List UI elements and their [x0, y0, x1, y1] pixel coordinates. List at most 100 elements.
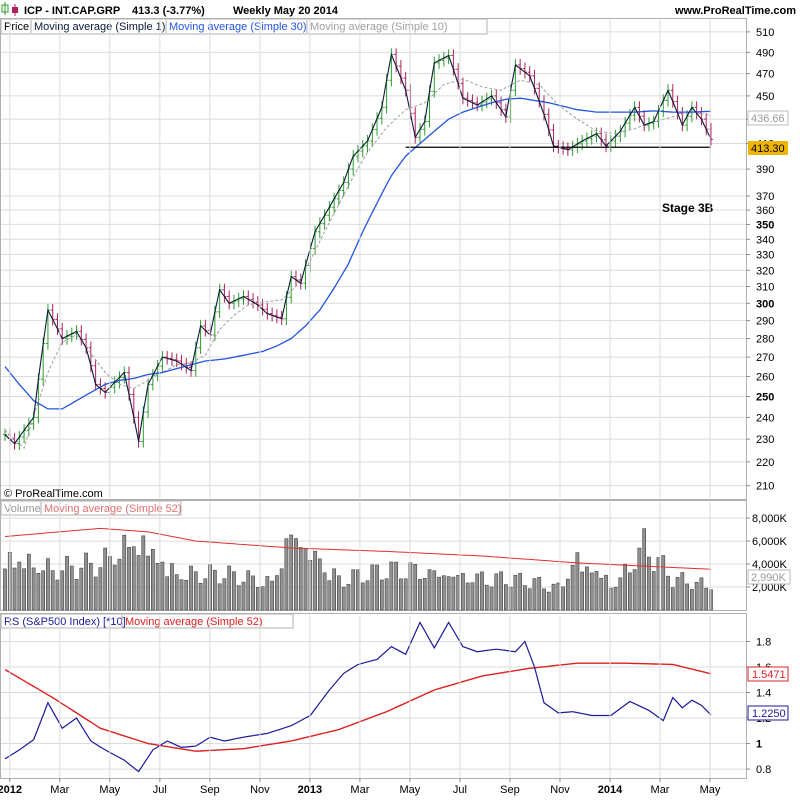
volume-last-value: 2,990K	[751, 572, 787, 584]
volume-bar	[480, 571, 484, 611]
volume-bar	[112, 564, 117, 611]
volume-bar	[537, 576, 542, 611]
volume-bar	[589, 572, 594, 611]
volume-bar	[532, 578, 537, 611]
volume-bar	[360, 582, 365, 611]
x-tick-label: Nov	[250, 784, 270, 796]
volume-bar	[122, 534, 127, 611]
x-tick-label: 2012	[0, 784, 22, 796]
volume-bar	[580, 571, 585, 611]
price-legend-box	[0, 18, 488, 35]
volume-bar	[193, 571, 198, 611]
volume-bar	[594, 571, 599, 611]
legend-ma30: Moving average (Simple 30)	[169, 21, 307, 33]
volume-tick-label: 2,000K	[752, 582, 788, 594]
volume-bar	[642, 528, 647, 611]
volume-bar	[670, 587, 675, 611]
x-tick-label: 2013	[298, 784, 322, 796]
volume-bar	[470, 582, 475, 611]
volume-bar	[675, 577, 680, 611]
x-tick-label: Mar	[350, 784, 369, 796]
volume-bar	[65, 556, 69, 611]
rs-tick-label: 1	[756, 739, 762, 751]
volume-bar	[12, 567, 17, 611]
volume-ma52-line	[4, 527, 712, 570]
volume-bar	[265, 576, 270, 611]
x-tick-label: 2014	[598, 784, 623, 796]
volume-bar	[461, 573, 465, 611]
volume-tick-label: 6,000K	[752, 536, 788, 548]
rs-legend-box	[0, 613, 294, 629]
volume-bar	[647, 556, 651, 611]
volume-bar	[217, 583, 222, 611]
volume-bar	[141, 535, 146, 611]
volume-bar	[685, 583, 689, 611]
volume-bar	[246, 570, 251, 611]
volume-bar	[542, 588, 546, 611]
volume-bar	[704, 587, 709, 611]
volume-bar	[508, 586, 513, 611]
volume-bar	[465, 582, 470, 611]
volume-bar	[413, 564, 418, 611]
volume-bar	[260, 586, 265, 611]
volume-bar	[155, 563, 160, 611]
volume-bar	[41, 570, 46, 611]
volume-bar	[213, 569, 217, 611]
x-axis: 2012 Mar May Jul Sep Nov 2013 Mar May Jul Sep Nov 20…	[0, 20, 721, 796]
volume-bar	[456, 574, 460, 611]
header-period: Weekly May 20 2014	[233, 5, 339, 17]
volume-bar	[346, 584, 351, 611]
volume-bar	[184, 580, 189, 611]
volume-bar	[236, 585, 241, 611]
rs-ma-value-tag	[747, 666, 789, 682]
volume-bar	[585, 566, 589, 611]
volume-bar	[709, 589, 713, 611]
price-tick-label: 350	[756, 219, 774, 231]
volume-bar	[98, 567, 103, 611]
volume-bar	[327, 580, 332, 611]
volume-bar	[189, 565, 193, 611]
legend-ma1: Moving average (Simple 1)	[34, 21, 165, 33]
volume-bar	[46, 558, 50, 611]
rs-panel-frame	[0, 613, 747, 779]
price-tick-label: 330	[756, 250, 774, 262]
volume-bar	[551, 583, 556, 611]
price-legend: Price Moving average (Simple 1) Moving a…	[0, 18, 488, 35]
volume-bar	[365, 580, 370, 611]
legend-rs: RS (S&P500 Index) [*10]	[4, 616, 126, 628]
volume-bar	[575, 552, 580, 611]
volume-bar	[79, 567, 84, 611]
price-tick-label: 370	[756, 191, 774, 203]
volume-bar	[518, 573, 523, 611]
volume-bar	[437, 576, 441, 611]
volume-bar	[337, 575, 341, 611]
x-tick-label: May	[400, 784, 421, 796]
price-tick-label: 390	[756, 164, 774, 176]
volume-bar	[432, 570, 437, 611]
volume-legend-box	[0, 500, 182, 516]
volume-bar	[499, 571, 503, 611]
volume-bar	[332, 568, 336, 611]
price-tick-label: 230	[756, 434, 774, 446]
volume-bar	[637, 547, 642, 611]
ma30-line	[4, 97, 712, 410]
price-tick-label: 340	[756, 234, 774, 246]
volume-bar	[690, 589, 694, 611]
volume-bar	[3, 568, 7, 611]
x-tick-label: Mar	[50, 784, 69, 796]
volume-bar	[608, 587, 613, 611]
rs-ma52-line	[4, 662, 712, 752]
volume-bar	[379, 579, 384, 611]
volume-bar	[504, 584, 508, 611]
volume-bar	[241, 581, 246, 611]
price-value-tags: 436.66 413.30	[747, 110, 789, 155]
x-tick-label: Jul	[453, 784, 467, 796]
x-tick-label: Jul	[153, 784, 167, 796]
price-line	[4, 52, 712, 445]
price-tick-label: 470	[756, 69, 774, 81]
price-tick-label: 490	[756, 47, 774, 59]
volume-bar	[422, 578, 427, 611]
volume-bar	[484, 584, 489, 611]
price-tick-label: 210	[756, 481, 774, 493]
volume-bar	[494, 573, 499, 611]
